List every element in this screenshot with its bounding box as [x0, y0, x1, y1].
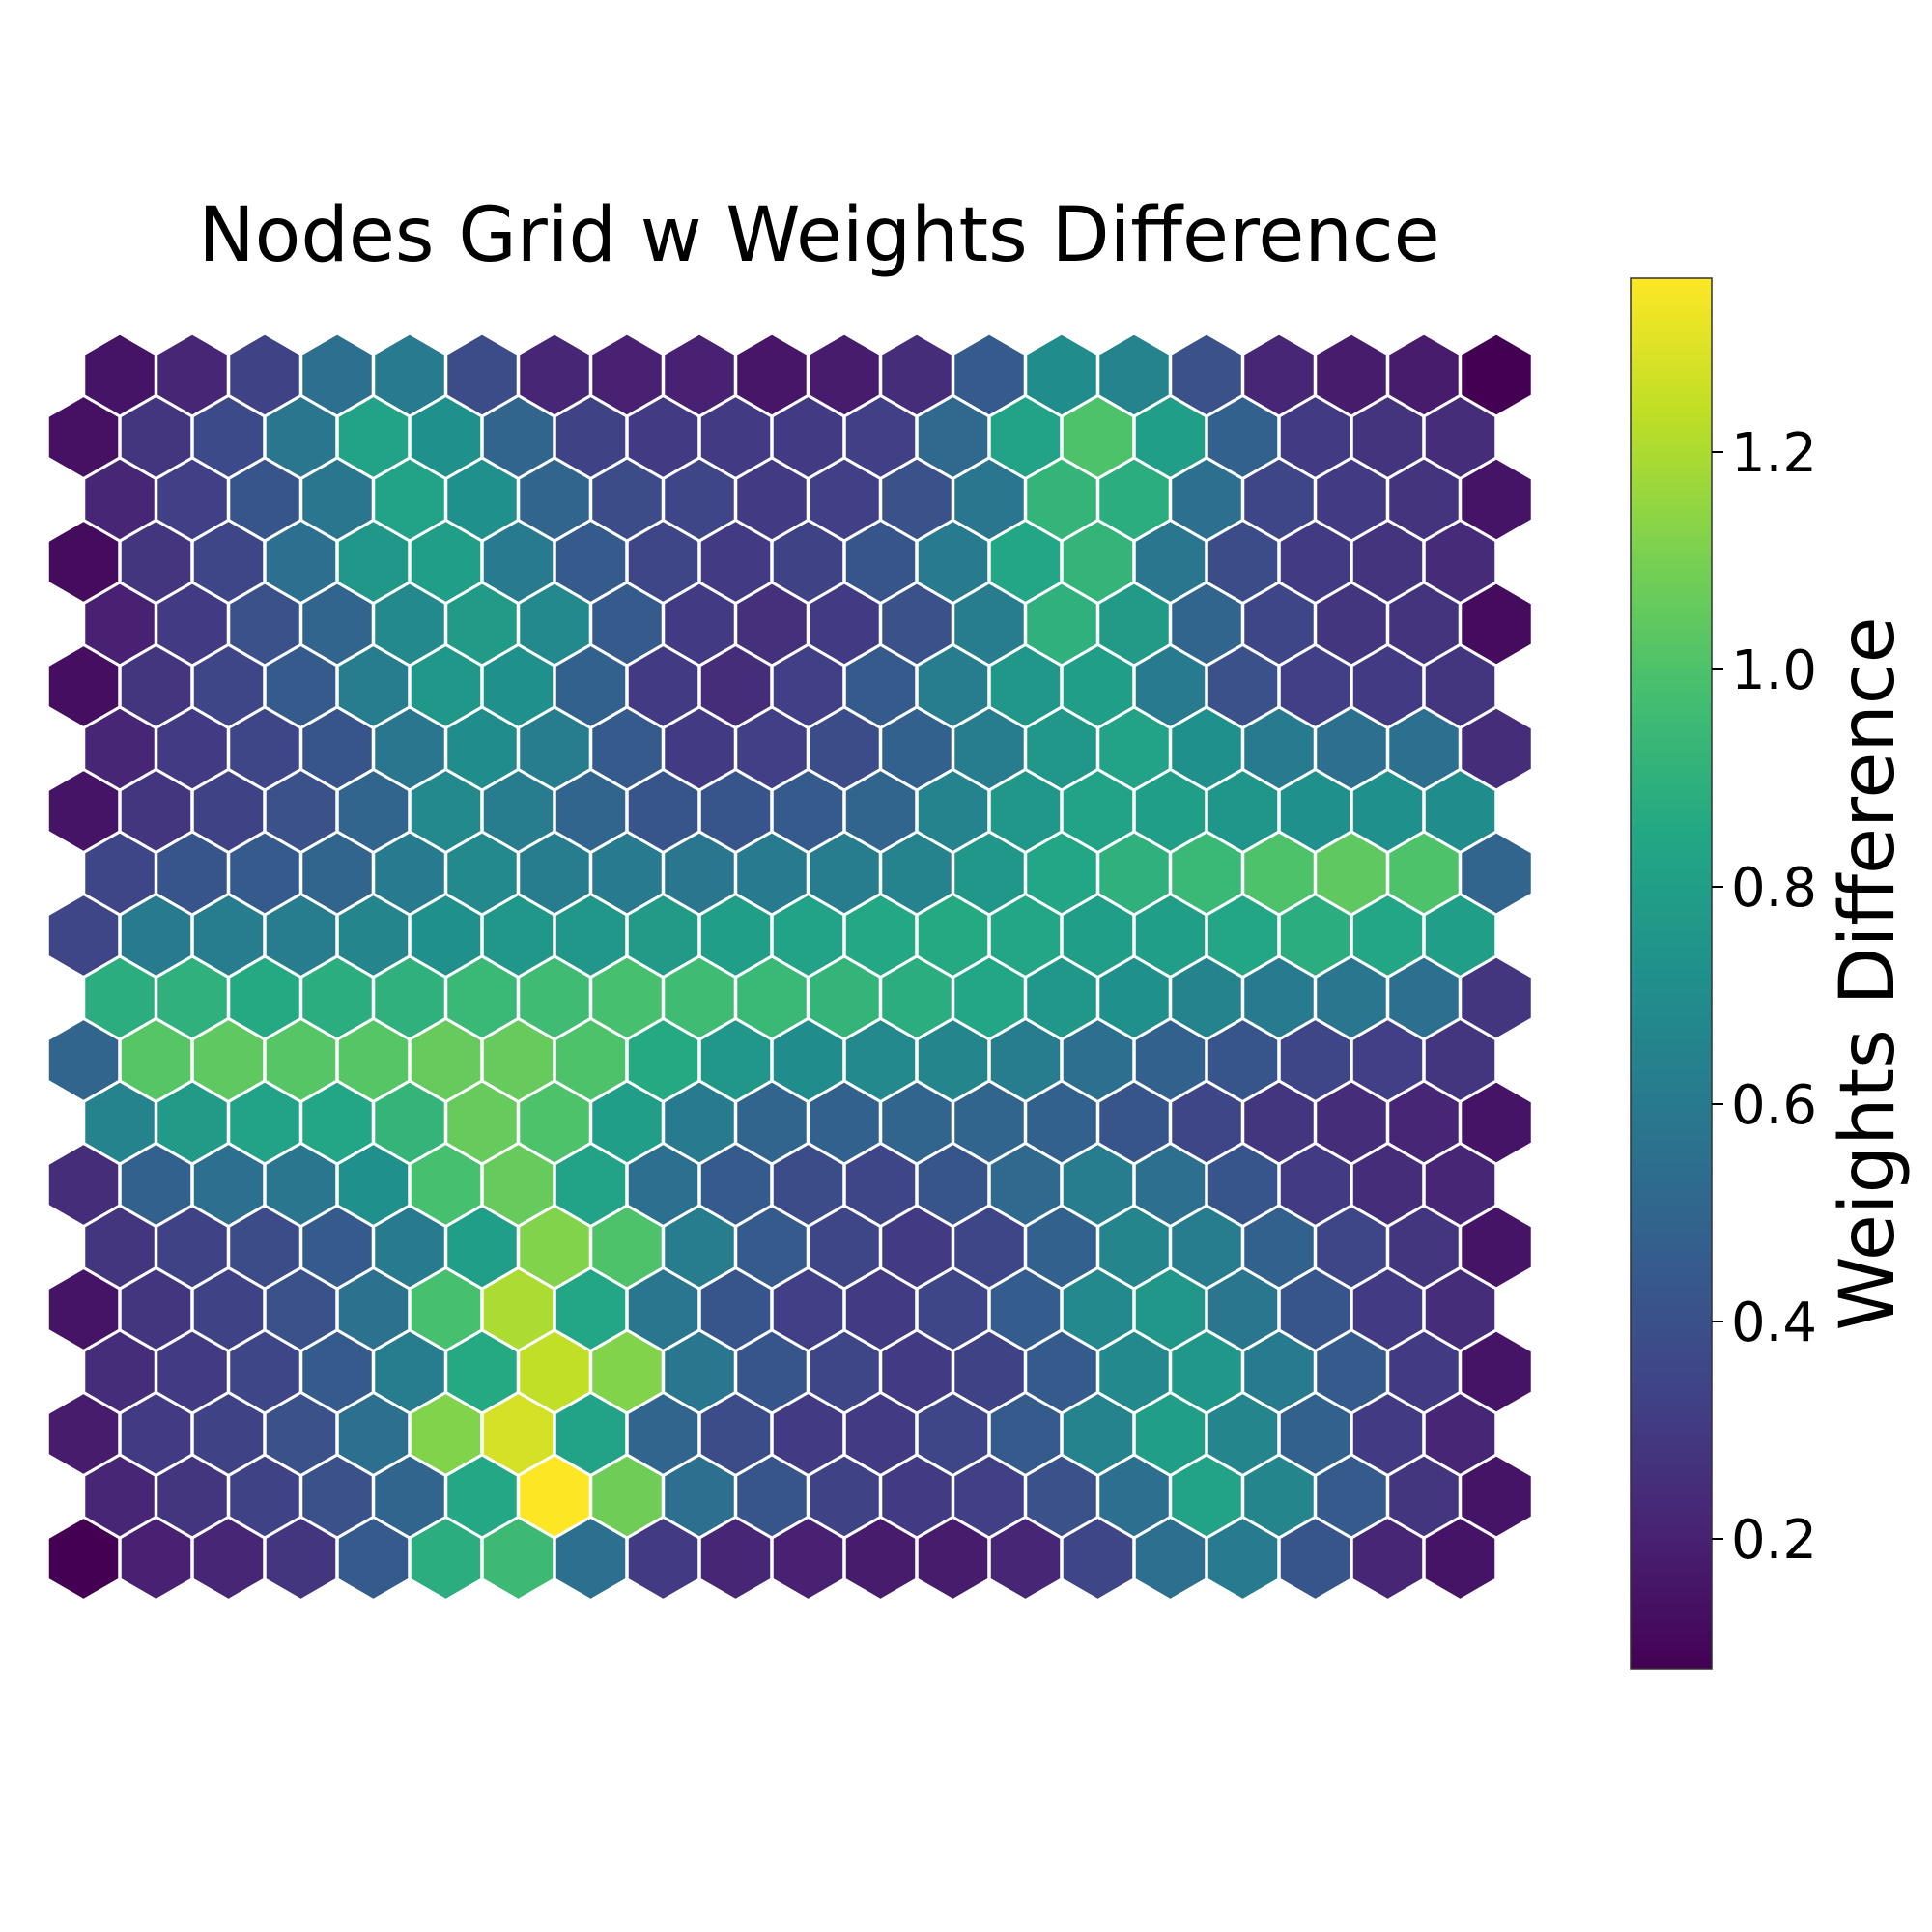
colorbar-gradient	[1630, 277, 1713, 1670]
hexagon-grid	[45, 331, 1534, 1603]
colorbar-label: Weights Difference	[1825, 616, 1912, 1330]
colorbar-tick-label: 0.4	[1731, 1292, 1817, 1354]
colorbar-tick-label: 1.2	[1731, 422, 1817, 485]
colorbar-ticks: 0.2 0.4 0.6 0.8 1.0 1.2	[1712, 422, 1817, 1572]
colorbar-tick-label: 0.8	[1731, 857, 1817, 920]
chart-title: Nodes Grid w Weights Difference	[198, 192, 1439, 279]
colorbar-tick-label: 0.6	[1731, 1074, 1817, 1137]
colorbar: 0.2 0.4 0.6 0.8 1.0 1.2 Weights Difference	[1630, 277, 1912, 1670]
hex-node	[1422, 1515, 1498, 1603]
colorbar-tick-label: 1.0	[1731, 639, 1817, 702]
colorbar-tick-label: 0.2	[1731, 1509, 1817, 1572]
